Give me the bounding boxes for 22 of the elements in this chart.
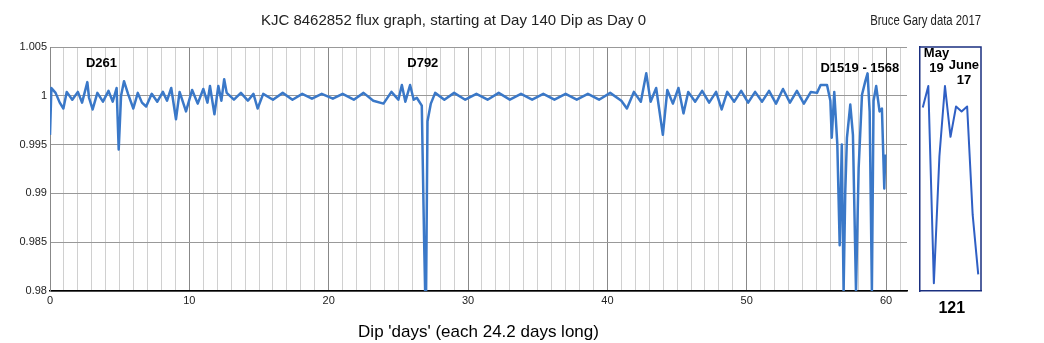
- annotation: D261: [85, 54, 117, 70]
- annotation: D1519 - 1568: [820, 59, 900, 75]
- y-tick-label: 0.985: [19, 235, 47, 248]
- y-tick-label: 1: [40, 88, 47, 101]
- y-tick-label: 1.005: [19, 40, 47, 53]
- text: 121: [938, 299, 966, 317]
- y-tick-label: 0.995: [19, 137, 47, 150]
- y-tick-label: 0.98: [25, 284, 47, 297]
- x-tick-label: 60: [879, 293, 893, 306]
- annotation: June 17: [948, 57, 980, 88]
- x-tick-label: 0: [46, 293, 54, 306]
- x-tick-label: 10: [183, 293, 196, 306]
- x-tick-label: 40: [601, 293, 614, 306]
- annotation: D792: [407, 54, 439, 70]
- x-tick-label: 20: [322, 293, 335, 306]
- text: May 19: [923, 45, 950, 76]
- x-tick-label: 30: [461, 293, 475, 306]
- x-tick-label: 50: [740, 293, 753, 306]
- y-tick-label: 0.99: [25, 186, 47, 199]
- x-axis-title: Dip 'days' (each 24.2 days long): [358, 322, 599, 342]
- chart-title: KJC 8462852 flux graph, starting at Day 140 Dip as Day 0: [260, 11, 647, 29]
- chart-title: Bruce Gary data 2017: [870, 11, 981, 29]
